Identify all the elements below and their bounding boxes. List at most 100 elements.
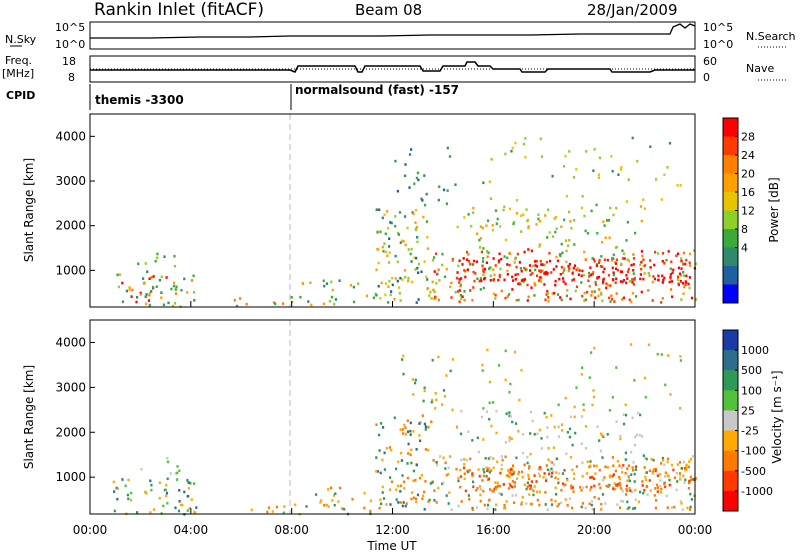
- velocity-cell: [554, 476, 557, 480]
- power-cell: [435, 252, 438, 256]
- velocity-cell: [620, 487, 623, 490]
- cpid-label: CPID: [6, 89, 35, 102]
- power-cell: [597, 294, 600, 298]
- power-y-tick-label: 3000: [55, 174, 86, 188]
- power-cell: [504, 152, 507, 156]
- power-cell: [642, 264, 645, 268]
- velocity-cell: [428, 498, 431, 502]
- velocity-cell: [412, 469, 415, 473]
- velocity-cell: [620, 466, 623, 470]
- velocity-cell: [187, 487, 190, 490]
- power-cell: [555, 265, 558, 268]
- power-cell: [131, 288, 134, 292]
- power-cell: [426, 247, 429, 250]
- power-cell: [487, 251, 490, 255]
- power-cell: [547, 296, 550, 299]
- velocity-cell: [327, 505, 330, 508]
- power-cell: [154, 259, 157, 263]
- velocity-cell: [533, 432, 536, 436]
- power-cell: [591, 272, 594, 276]
- velocity-cell: [327, 488, 330, 491]
- power-cell: [384, 293, 387, 297]
- velocity-cell: [619, 484, 622, 487]
- velocity-cell: [145, 492, 148, 495]
- power-cell: [677, 282, 680, 286]
- power-cell: [647, 272, 650, 275]
- velocity-cell: [653, 494, 656, 497]
- velocity-cell: [520, 503, 523, 506]
- velocity-cell: [512, 469, 515, 473]
- power-cell: [631, 281, 634, 284]
- velocity-cell: [600, 507, 603, 511]
- power-cell: [525, 208, 528, 211]
- velocity-cell: [611, 474, 614, 478]
- velocity-cell: [271, 510, 274, 513]
- power-cell: [573, 243, 576, 246]
- power-cell: [416, 240, 419, 244]
- velocity-cell: [557, 435, 561, 438]
- velocity-cell: [487, 477, 491, 481]
- velocity-cell: [637, 500, 640, 504]
- power-cell: [325, 282, 329, 285]
- power-cell: [375, 208, 378, 212]
- power-cell: [523, 250, 526, 254]
- velocity-cell: [448, 455, 452, 458]
- power-cell: [442, 188, 446, 192]
- power-cell: [605, 286, 608, 290]
- velocity-colorbar-swatch: [723, 370, 738, 391]
- power-cell: [472, 206, 475, 210]
- velocity-cell: [601, 434, 604, 437]
- velocity-cell: [443, 395, 446, 398]
- velocity-cell: [611, 456, 614, 459]
- velocity-cell: [480, 415, 483, 419]
- power-cell: [467, 253, 470, 256]
- velocity-cell: [548, 472, 551, 476]
- power-cell: [611, 266, 614, 270]
- power-cell: [648, 274, 651, 278]
- velocity-y-tick-label: 1000: [55, 470, 86, 484]
- power-cell: [552, 268, 555, 271]
- power-cell: [580, 206, 583, 210]
- power-cell: [535, 223, 538, 226]
- velocity-heatmap: [112, 343, 697, 516]
- velocity-cell: [488, 380, 491, 384]
- power-cell: [553, 291, 556, 295]
- velocity-cell: [606, 466, 609, 469]
- velocity-cell: [431, 358, 434, 362]
- power-cell: [589, 273, 593, 277]
- velocity-cell: [419, 439, 422, 443]
- power-cell: [397, 231, 400, 235]
- velocity-cell: [165, 494, 168, 498]
- velocity-cell: [660, 462, 663, 465]
- power-cell: [160, 296, 163, 299]
- power-cell: [125, 289, 128, 293]
- velocity-cell: [655, 483, 659, 487]
- velocity-cell: [518, 398, 521, 402]
- power-cell: [446, 189, 449, 192]
- power-cell: [396, 260, 399, 264]
- power-cell: [386, 210, 389, 213]
- velocity-cell: [178, 489, 181, 492]
- power-cell: [667, 250, 670, 253]
- nsearch-tick-bottom: 10^0: [703, 38, 733, 51]
- velocity-cell: [591, 500, 594, 503]
- velocity-cell: [528, 465, 531, 468]
- velocity-cell: [512, 472, 515, 476]
- velocity-cell: [612, 473, 615, 476]
- power-cell: [451, 259, 454, 262]
- velocity-cell: [523, 463, 526, 467]
- power-cell: [584, 258, 587, 261]
- power-cell: [534, 283, 537, 287]
- velocity-cell: [545, 477, 548, 481]
- power-cell: [619, 270, 623, 273]
- velocity-cell: [646, 493, 649, 496]
- power-cell: [409, 252, 412, 256]
- freq-unit: [MHz]: [2, 67, 34, 80]
- velocity-cell: [628, 479, 631, 483]
- power-cell: [523, 278, 527, 281]
- velocity-cell: [581, 475, 584, 478]
- power-cell: [660, 301, 663, 304]
- velocity-cell: [406, 476, 409, 480]
- power-cell: [609, 284, 612, 287]
- power-cell: [560, 266, 563, 269]
